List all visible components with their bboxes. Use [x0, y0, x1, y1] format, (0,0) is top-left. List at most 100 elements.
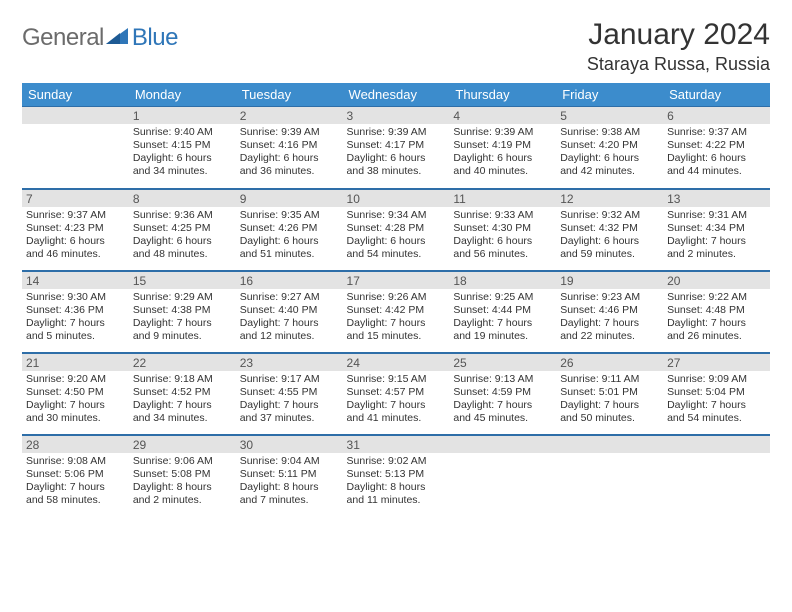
day-cell: 24Sunrise: 9:15 AMSunset: 4:57 PMDayligh… [343, 352, 450, 434]
sunrise-line: Sunrise: 9:15 AM [347, 373, 446, 386]
sunrise-line: Sunrise: 9:30 AM [26, 291, 125, 304]
day-number: 13 [663, 189, 770, 207]
day-body [449, 453, 556, 459]
day-number: 3 [343, 106, 450, 124]
day-body: Sunrise: 9:29 AMSunset: 4:38 PMDaylight:… [129, 289, 236, 348]
daylight-line: Daylight: 6 hours and 36 minutes. [240, 152, 339, 178]
day-number: 11 [449, 189, 556, 207]
sunrise-line: Sunrise: 9:11 AM [560, 373, 659, 386]
week-row: 28Sunrise: 9:08 AMSunset: 5:06 PMDayligh… [22, 434, 770, 516]
day-number: 23 [236, 353, 343, 371]
daylight-line: Daylight: 6 hours and 44 minutes. [667, 152, 766, 178]
sunset-line: Sunset: 5:01 PM [560, 386, 659, 399]
weekday-thursday: Thursday [449, 83, 556, 106]
sunrise-line: Sunrise: 9:27 AM [240, 291, 339, 304]
daylight-line: Daylight: 7 hours and 30 minutes. [26, 399, 125, 425]
day-body: Sunrise: 9:30 AMSunset: 4:36 PMDaylight:… [22, 289, 129, 348]
day-number: 6 [663, 106, 770, 124]
sunset-line: Sunset: 4:42 PM [347, 304, 446, 317]
day-number: 30 [236, 435, 343, 453]
day-body [663, 453, 770, 459]
empty-cell [22, 106, 129, 188]
header: General Blue January 2024 Staraya Russa,… [22, 18, 770, 75]
sunset-line: Sunset: 5:04 PM [667, 386, 766, 399]
day-number [556, 435, 663, 453]
sunrise-line: Sunrise: 9:39 AM [453, 126, 552, 139]
day-number: 25 [449, 353, 556, 371]
calendar-table: SundayMondayTuesdayWednesdayThursdayFrid… [22, 83, 770, 516]
sunset-line: Sunset: 4:55 PM [240, 386, 339, 399]
day-cell: 22Sunrise: 9:18 AMSunset: 4:52 PMDayligh… [129, 352, 236, 434]
daylight-line: Daylight: 6 hours and 42 minutes. [560, 152, 659, 178]
daylight-line: Daylight: 6 hours and 54 minutes. [347, 235, 446, 261]
day-number: 21 [22, 353, 129, 371]
day-number: 26 [556, 353, 663, 371]
day-body: Sunrise: 9:39 AMSunset: 4:19 PMDaylight:… [449, 124, 556, 183]
sunrise-line: Sunrise: 9:39 AM [240, 126, 339, 139]
day-number: 19 [556, 271, 663, 289]
day-cell: 30Sunrise: 9:04 AMSunset: 5:11 PMDayligh… [236, 434, 343, 516]
day-body: Sunrise: 9:22 AMSunset: 4:48 PMDaylight:… [663, 289, 770, 348]
sunset-line: Sunset: 4:32 PM [560, 222, 659, 235]
daylight-line: Daylight: 7 hours and 26 minutes. [667, 317, 766, 343]
day-number: 31 [343, 435, 450, 453]
logo: General Blue [22, 18, 178, 52]
sunset-line: Sunset: 4:34 PM [667, 222, 766, 235]
day-cell: 19Sunrise: 9:23 AMSunset: 4:46 PMDayligh… [556, 270, 663, 352]
day-cell: 13Sunrise: 9:31 AMSunset: 4:34 PMDayligh… [663, 188, 770, 270]
sunset-line: Sunset: 4:17 PM [347, 139, 446, 152]
weekday-monday: Monday [129, 83, 236, 106]
sunset-line: Sunset: 4:40 PM [240, 304, 339, 317]
sunset-line: Sunset: 4:52 PM [133, 386, 232, 399]
day-number: 16 [236, 271, 343, 289]
day-body: Sunrise: 9:17 AMSunset: 4:55 PMDaylight:… [236, 371, 343, 430]
sunset-line: Sunset: 4:50 PM [26, 386, 125, 399]
sunset-line: Sunset: 4:19 PM [453, 139, 552, 152]
day-body: Sunrise: 9:33 AMSunset: 4:30 PMDaylight:… [449, 207, 556, 266]
sunset-line: Sunset: 4:48 PM [667, 304, 766, 317]
day-cell: 27Sunrise: 9:09 AMSunset: 5:04 PMDayligh… [663, 352, 770, 434]
day-body: Sunrise: 9:37 AMSunset: 4:22 PMDaylight:… [663, 124, 770, 183]
day-body: Sunrise: 9:20 AMSunset: 4:50 PMDaylight:… [22, 371, 129, 430]
sunrise-line: Sunrise: 9:20 AM [26, 373, 125, 386]
day-number [663, 435, 770, 453]
logo-text-blue: Blue [132, 24, 178, 52]
sunset-line: Sunset: 4:22 PM [667, 139, 766, 152]
sunrise-line: Sunrise: 9:37 AM [667, 126, 766, 139]
sunrise-line: Sunrise: 9:36 AM [133, 209, 232, 222]
day-cell: 25Sunrise: 9:13 AMSunset: 4:59 PMDayligh… [449, 352, 556, 434]
day-number: 10 [343, 189, 450, 207]
sunrise-line: Sunrise: 9:02 AM [347, 455, 446, 468]
sunrise-line: Sunrise: 9:08 AM [26, 455, 125, 468]
sunset-line: Sunset: 4:25 PM [133, 222, 232, 235]
daylight-line: Daylight: 7 hours and 5 minutes. [26, 317, 125, 343]
day-cell: 17Sunrise: 9:26 AMSunset: 4:42 PMDayligh… [343, 270, 450, 352]
day-body: Sunrise: 9:31 AMSunset: 4:34 PMDaylight:… [663, 207, 770, 266]
daylight-line: Daylight: 7 hours and 34 minutes. [133, 399, 232, 425]
logo-text-gray: General [22, 24, 104, 52]
day-body: Sunrise: 9:36 AMSunset: 4:25 PMDaylight:… [129, 207, 236, 266]
day-cell: 23Sunrise: 9:17 AMSunset: 4:55 PMDayligh… [236, 352, 343, 434]
empty-cell [556, 434, 663, 516]
sunset-line: Sunset: 4:23 PM [26, 222, 125, 235]
day-number: 20 [663, 271, 770, 289]
day-body: Sunrise: 9:11 AMSunset: 5:01 PMDaylight:… [556, 371, 663, 430]
sunrise-line: Sunrise: 9:17 AM [240, 373, 339, 386]
sunrise-line: Sunrise: 9:34 AM [347, 209, 446, 222]
weekday-saturday: Saturday [663, 83, 770, 106]
week-row: 7Sunrise: 9:37 AMSunset: 4:23 PMDaylight… [22, 188, 770, 270]
sunset-line: Sunset: 4:16 PM [240, 139, 339, 152]
daylight-line: Daylight: 7 hours and 22 minutes. [560, 317, 659, 343]
sunset-line: Sunset: 4:36 PM [26, 304, 125, 317]
day-number: 8 [129, 189, 236, 207]
day-body: Sunrise: 9:08 AMSunset: 5:06 PMDaylight:… [22, 453, 129, 512]
day-cell: 15Sunrise: 9:29 AMSunset: 4:38 PMDayligh… [129, 270, 236, 352]
day-number: 29 [129, 435, 236, 453]
daylight-line: Daylight: 6 hours and 59 minutes. [560, 235, 659, 261]
sunrise-line: Sunrise: 9:40 AM [133, 126, 232, 139]
week-row: 21Sunrise: 9:20 AMSunset: 4:50 PMDayligh… [22, 352, 770, 434]
sunset-line: Sunset: 5:08 PM [133, 468, 232, 481]
day-number: 4 [449, 106, 556, 124]
sunset-line: Sunset: 5:11 PM [240, 468, 339, 481]
day-cell: 28Sunrise: 9:08 AMSunset: 5:06 PMDayligh… [22, 434, 129, 516]
